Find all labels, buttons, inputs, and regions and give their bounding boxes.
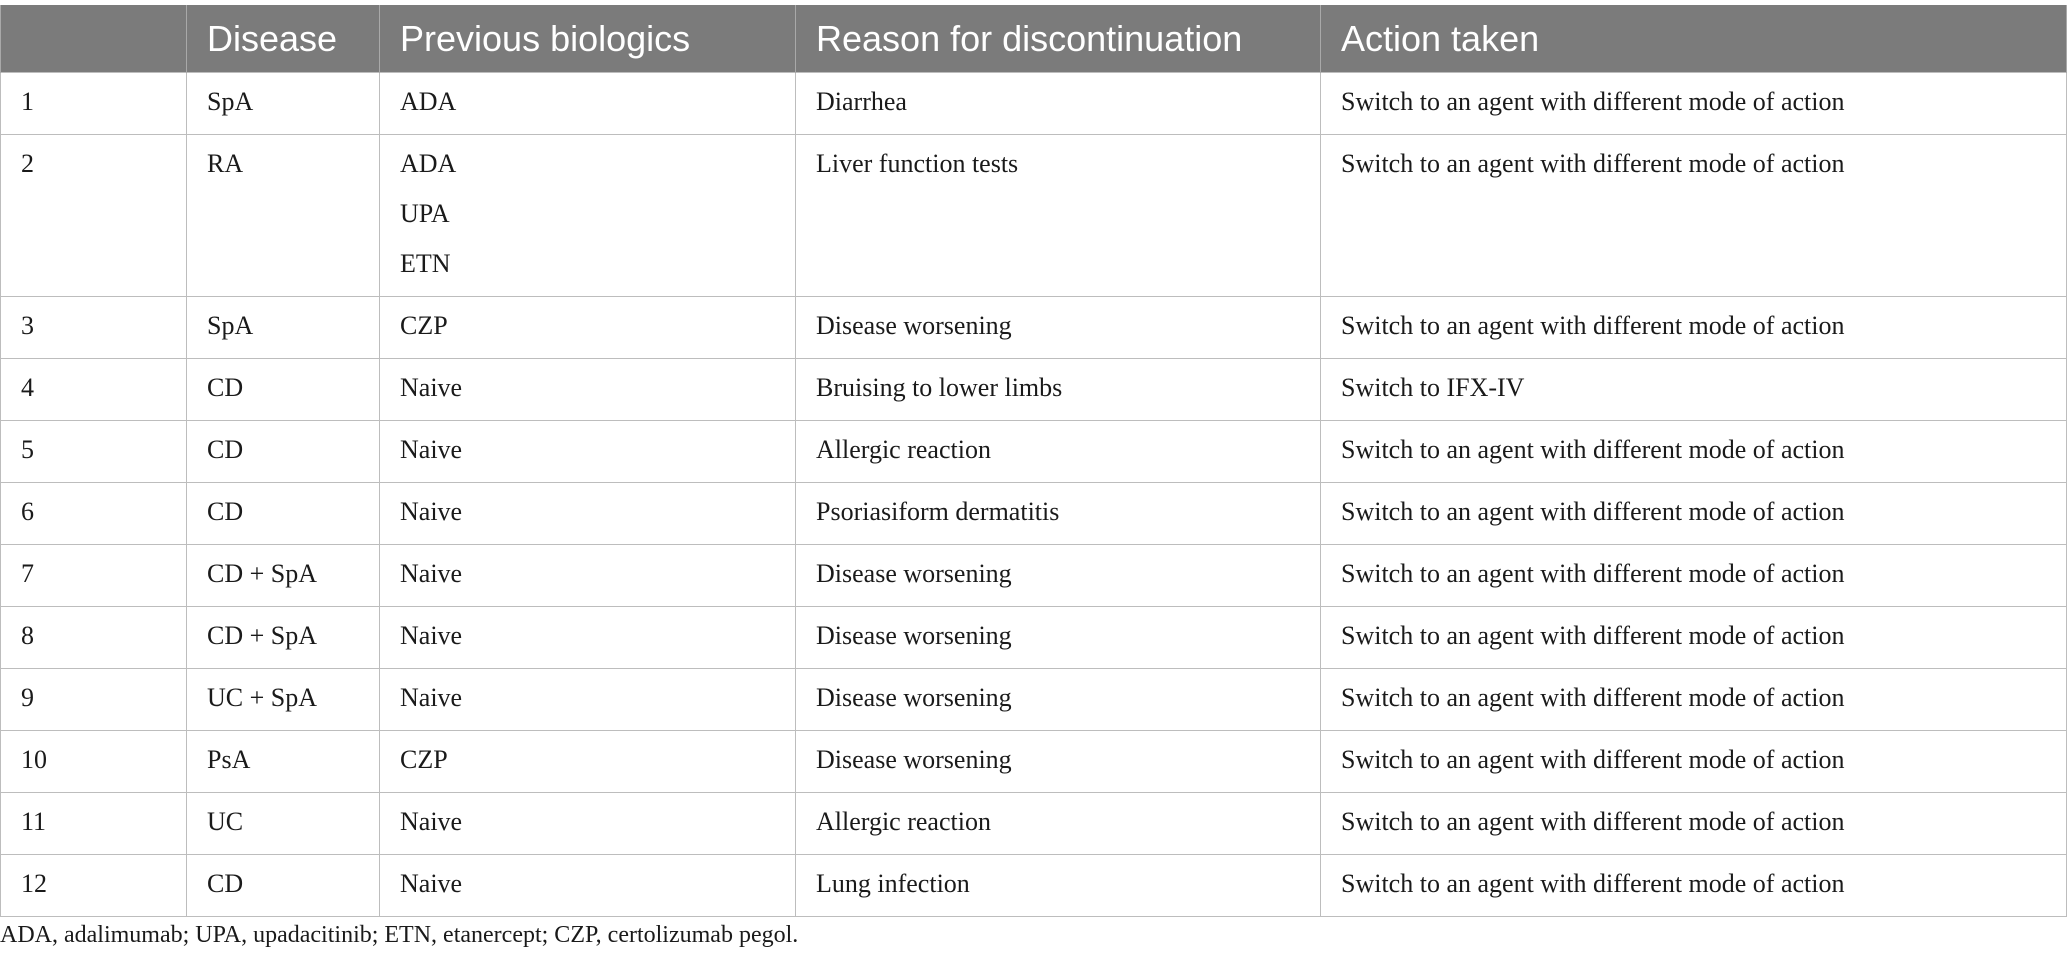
cell-previous-biologics: CZP <box>379 730 796 793</box>
cell-reason: Disease worsening <box>795 296 1321 359</box>
table-row: 12 CD Naive Lung infection Switch to an agen… <box>0 854 2067 917</box>
cell-patient-number: 6 <box>0 482 187 545</box>
cell-disease: CD <box>186 854 380 917</box>
cell-reason: Disease worsening <box>795 544 1321 607</box>
table-row: 9 UC + SpA Naive Disease worsening Switch to… <box>0 668 2067 731</box>
cell-reason: Bruising to lower limbs <box>795 358 1321 421</box>
cell-action: Switch to an agent with different mode o… <box>1320 544 2067 607</box>
biologic-item: ETN <box>400 249 451 278</box>
cell-reason: Psoriasiform dermatitis <box>795 482 1321 545</box>
biologic-item: Naive <box>400 869 463 898</box>
table-row: 2 RA ADA UPA ETN Liver function tests Switch t… <box>0 134 2067 297</box>
cell-disease: CD <box>186 420 380 483</box>
biologic-item: ADA <box>400 149 457 178</box>
cell-reason: Lung infection <box>795 854 1321 917</box>
table-header: Disease Previous biologics Reason for di… <box>0 5 2067 73</box>
cell-patient-number: 7 <box>0 544 187 607</box>
cell-action: Switch to an agent with different mode o… <box>1320 730 2067 793</box>
header-row: Disease Previous biologics Reason for di… <box>0 5 2067 73</box>
biologics-discontinuation-table: Disease Previous biologics Reason for di… <box>0 5 2067 917</box>
cell-previous-biologics: Naive <box>379 358 796 421</box>
cell-disease: SpA <box>186 296 380 359</box>
cell-previous-biologics: CZP <box>379 296 796 359</box>
cell-reason: Allergic reaction <box>795 420 1321 483</box>
cell-previous-biologics: Naive <box>379 420 796 483</box>
cell-patient-number: 3 <box>0 296 187 359</box>
table-row: 6 CD Naive Psoriasiform dermatitis Switch to… <box>0 482 2067 545</box>
cell-action: Switch to an agent with different mode o… <box>1320 606 2067 669</box>
table-row: 4 CD Naive Bruising to lower limbs Switch to… <box>0 358 2067 421</box>
cell-previous-biologics: Naive <box>379 482 796 545</box>
cell-reason: Disease worsening <box>795 606 1321 669</box>
biologic-item: Naive <box>400 683 463 712</box>
biologic-item: Naive <box>400 807 463 836</box>
header-previous-biologics: Previous biologics <box>379 5 796 73</box>
cell-patient-number: 2 <box>0 134 187 297</box>
header-action-taken: Action taken <box>1320 5 2067 73</box>
table-row: 5 CD Naive Allergic reaction Switch to an ag… <box>0 420 2067 483</box>
table-row: 10 PsA CZP Disease worsening Switch to an ag… <box>0 730 2067 793</box>
cell-patient-number: 12 <box>0 854 187 917</box>
cell-disease: CD + SpA <box>186 606 380 669</box>
cell-action: Switch to an agent with different mode o… <box>1320 72 2067 135</box>
table-row: 1 SpA ADA Diarrhea Switch to an agent with d… <box>0 72 2067 135</box>
table-row: 11 UC Naive Allergic reaction Switch to an a… <box>0 792 2067 855</box>
cell-disease: UC + SpA <box>186 668 380 731</box>
biologic-item: CZP <box>400 311 448 340</box>
cell-disease: RA <box>186 134 380 297</box>
cell-previous-biologics: ADA UPA ETN <box>379 134 796 297</box>
cell-disease: PsA <box>186 730 380 793</box>
cell-reason: Liver function tests <box>795 134 1321 297</box>
cell-reason: Diarrhea <box>795 72 1321 135</box>
biologic-item: Naive <box>400 497 463 526</box>
biologic-item: Naive <box>400 621 463 650</box>
cell-reason: Allergic reaction <box>795 792 1321 855</box>
table-footnote: ADA, adalimumab; UPA, upadacitinib; ETN,… <box>0 922 799 948</box>
table-row: 7 CD + SpA Naive Disease worsening Switch to… <box>0 544 2067 607</box>
cell-previous-biologics: Naive <box>379 544 796 607</box>
cell-previous-biologics: Naive <box>379 668 796 731</box>
cell-patient-number: 4 <box>0 358 187 421</box>
cell-action: Switch to an agent with different mode o… <box>1320 482 2067 545</box>
biologic-item: CZP <box>400 745 448 774</box>
cell-action: Switch to an agent with different mode o… <box>1320 420 2067 483</box>
table-row: 8 CD + SpA Naive Disease worsening Switch to… <box>0 606 2067 669</box>
table-body: 1 SpA ADA Diarrhea Switch to an agent with d… <box>0 72 2067 917</box>
biologic-item: UPA <box>400 199 450 228</box>
cell-patient-number: 1 <box>0 72 187 135</box>
cell-patient-number: 8 <box>0 606 187 669</box>
biologic-item: Naive <box>400 435 463 464</box>
cell-patient-number: 5 <box>0 420 187 483</box>
biologic-item: Naive <box>400 373 463 402</box>
header-disease: Disease <box>186 5 380 73</box>
cell-previous-biologics: Naive <box>379 854 796 917</box>
cell-disease: CD + SpA <box>186 544 380 607</box>
header-patient-number <box>0 5 187 73</box>
cell-action: Switch to an agent with different mode o… <box>1320 854 2067 917</box>
biologic-item: Naive <box>400 559 463 588</box>
cell-patient-number: 10 <box>0 730 187 793</box>
cell-previous-biologics: Naive <box>379 606 796 669</box>
cell-disease: UC <box>186 792 380 855</box>
cell-reason: Disease worsening <box>795 730 1321 793</box>
table-row: 3 SpA CZP Disease worsening Switch to an age… <box>0 296 2067 359</box>
cell-action: Switch to an agent with different mode o… <box>1320 296 2067 359</box>
cell-patient-number: 11 <box>0 792 187 855</box>
cell-disease: CD <box>186 482 380 545</box>
cell-previous-biologics: Naive <box>379 792 796 855</box>
cell-action: Switch to IFX-IV <box>1320 358 2067 421</box>
cell-action: Switch to an agent with different mode o… <box>1320 668 2067 731</box>
cell-patient-number: 9 <box>0 668 187 731</box>
cell-action: Switch to an agent with different mode o… <box>1320 134 2067 297</box>
biologic-item: ADA <box>400 87 457 116</box>
cell-reason: Disease worsening <box>795 668 1321 731</box>
cell-previous-biologics: ADA <box>379 72 796 135</box>
cell-disease: SpA <box>186 72 380 135</box>
header-reason-for-discontinuation: Reason for discontinuation <box>795 5 1321 73</box>
cell-disease: CD <box>186 358 380 421</box>
cell-action: Switch to an agent with different mode o… <box>1320 792 2067 855</box>
